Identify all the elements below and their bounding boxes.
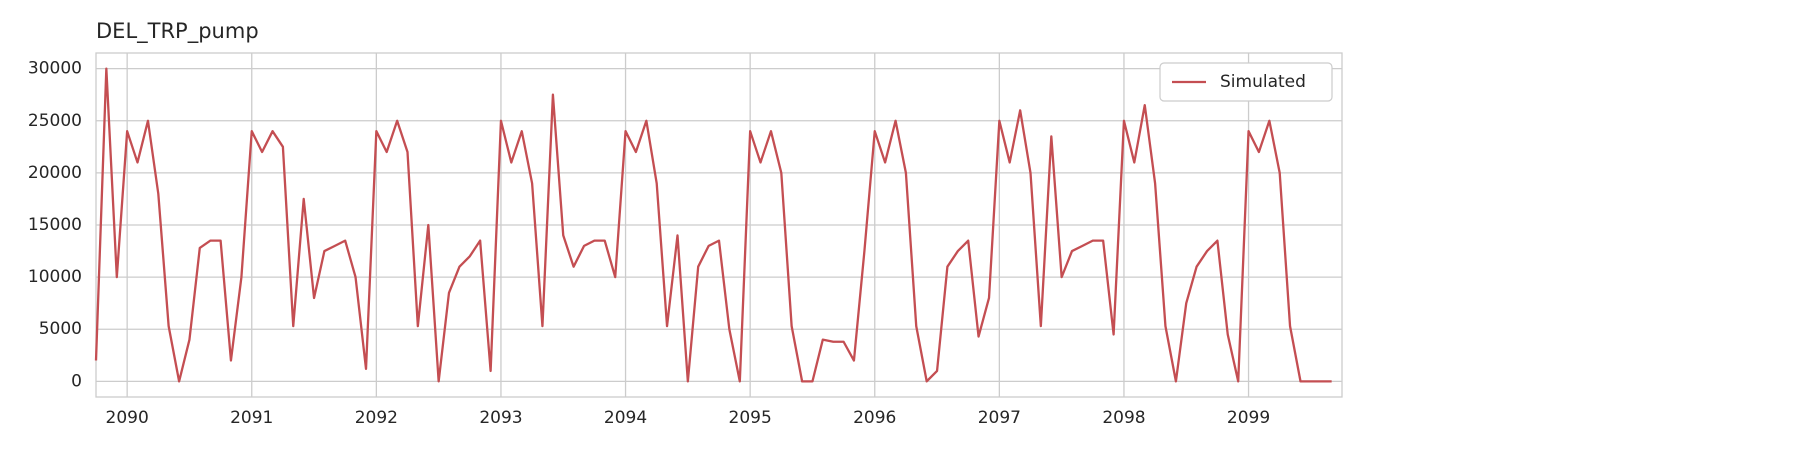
y-tick-label: 0 bbox=[71, 371, 82, 391]
x-tick-label: 2099 bbox=[1227, 408, 1270, 428]
y-tick-label: 15000 bbox=[28, 215, 82, 235]
legend-label: Simulated bbox=[1220, 72, 1306, 92]
x-tick-label: 2096 bbox=[853, 408, 896, 428]
x-tick-label: 2095 bbox=[729, 408, 772, 428]
y-tick-label: 25000 bbox=[28, 111, 82, 131]
x-tick-label: 2091 bbox=[230, 408, 273, 428]
x-tick-label: 2097 bbox=[978, 408, 1021, 428]
y-tick-label: 5000 bbox=[39, 319, 82, 339]
chart-title: DEL_TRP_pump bbox=[96, 19, 259, 44]
legend: Simulated bbox=[1159, 62, 1333, 102]
x-tick-label: 2093 bbox=[479, 408, 522, 428]
x-tick-label: 2090 bbox=[106, 408, 149, 428]
legend-box bbox=[1159, 62, 1333, 102]
x-tick-label: 2092 bbox=[355, 408, 398, 428]
data-line bbox=[94, 67, 1332, 383]
y-tick-label: 10000 bbox=[28, 267, 82, 287]
plot-frame bbox=[95, 52, 1343, 398]
x-tick-label: 2098 bbox=[1102, 408, 1145, 428]
y-tick-label: 30000 bbox=[28, 59, 82, 79]
y-tick-label: 20000 bbox=[28, 163, 82, 183]
x-tick-label: 2094 bbox=[604, 408, 647, 428]
